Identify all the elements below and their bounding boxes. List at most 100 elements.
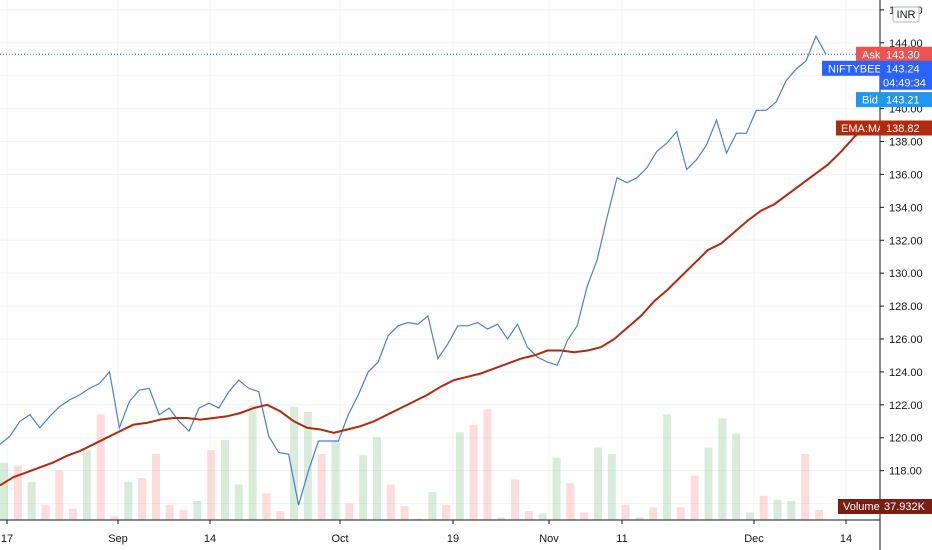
price-axis[interactable]: 116.00118.00120.00122.00124.00126.00128.… bbox=[880, 5, 923, 511]
y-tick-label: 122.00 bbox=[889, 400, 923, 412]
volume-bar bbox=[41, 504, 50, 520]
volume-bar bbox=[317, 453, 326, 520]
x-tick-label: Oct bbox=[331, 533, 348, 545]
volume-bar bbox=[607, 453, 616, 520]
y-tick-label: 130.00 bbox=[889, 268, 923, 280]
volume-bar bbox=[815, 509, 823, 520]
volume-bar bbox=[290, 406, 299, 520]
x-tick-label: 11 bbox=[616, 533, 627, 545]
countdown-tag: 04:49:34 bbox=[880, 74, 932, 90]
volume-bar bbox=[0, 462, 8, 520]
volume-bar bbox=[55, 470, 64, 520]
volume-bar bbox=[124, 481, 133, 520]
volume-bar bbox=[580, 512, 589, 520]
x-tick-label: Nov bbox=[539, 533, 559, 545]
x-tick-label: 19 bbox=[447, 533, 459, 545]
volume-bar bbox=[524, 511, 533, 520]
ask-tag-value: 143.30 bbox=[886, 49, 920, 61]
ema-tag-label: EMA:MA bbox=[841, 123, 885, 135]
volume-bar bbox=[428, 492, 437, 520]
volume-bar bbox=[372, 437, 381, 520]
volume-bar bbox=[303, 412, 312, 520]
volume-bar bbox=[13, 465, 22, 520]
volume-bar bbox=[221, 439, 230, 520]
ema-tag: EMA:MA 138.82 bbox=[836, 120, 932, 136]
volume-bar bbox=[386, 484, 395, 520]
volume-bar bbox=[649, 507, 658, 520]
volume-bar bbox=[69, 508, 78, 520]
volume-bar bbox=[262, 493, 271, 520]
volume-bar bbox=[718, 418, 727, 520]
y-tick-label: 138.00 bbox=[889, 137, 923, 149]
volume-bar bbox=[801, 453, 810, 520]
volume-bar bbox=[773, 499, 782, 520]
volume-bar bbox=[732, 433, 741, 520]
y-tick-label: 134.00 bbox=[889, 202, 923, 214]
volume-bar bbox=[469, 424, 478, 520]
x-tick-label: 17 bbox=[1, 533, 13, 545]
y-tick-label: 124.00 bbox=[889, 367, 923, 379]
volume-bar bbox=[110, 516, 119, 520]
x-tick-label: 14 bbox=[204, 533, 216, 545]
volume-bar bbox=[621, 504, 630, 520]
volume-bar bbox=[566, 483, 575, 520]
last-tag-value: 143.24 bbox=[886, 63, 920, 75]
volume-bar bbox=[359, 455, 368, 520]
time-axis[interactable]: 17 Sep 14 Oct 19 Nov 11 Dec 14 bbox=[1, 520, 852, 545]
volume-bar bbox=[96, 414, 105, 520]
volume-bar bbox=[151, 453, 160, 520]
volume-bar bbox=[483, 409, 492, 520]
currency-label: INR bbox=[897, 9, 916, 21]
volume-bar bbox=[442, 504, 451, 520]
currency-badge[interactable]: INR bbox=[892, 6, 920, 23]
volume-bar bbox=[663, 414, 672, 520]
y-tick-label: 128.00 bbox=[889, 301, 923, 313]
volume-tag: Volume 37.932K bbox=[838, 499, 932, 514]
niftybees-price-line bbox=[0, 34, 827, 506]
volume-bar bbox=[787, 500, 796, 520]
volume-bar bbox=[690, 475, 699, 520]
volume-bar bbox=[552, 457, 561, 520]
volume-tag-value: 37.932K bbox=[884, 501, 926, 513]
x-tick-label: Sep bbox=[108, 533, 128, 545]
ema-line bbox=[0, 125, 869, 487]
volume-bar bbox=[234, 484, 243, 520]
ema-tag-value: 138.82 bbox=[886, 123, 920, 135]
ask-tag-label: Ask bbox=[862, 49, 881, 61]
x-tick-label: Dec bbox=[744, 533, 764, 545]
ask-tag: Ask 143.30 bbox=[856, 46, 932, 62]
volume-bar bbox=[345, 503, 354, 520]
y-tick-label: 118.00 bbox=[889, 466, 922, 478]
volume-bar bbox=[207, 450, 216, 520]
volume-bar bbox=[179, 509, 188, 520]
volume-bar bbox=[511, 479, 520, 520]
volume-bar bbox=[538, 513, 547, 520]
last-tag-label: NIFTYBEES bbox=[828, 63, 889, 75]
volume-bar bbox=[676, 507, 685, 520]
volume-bar bbox=[138, 478, 147, 520]
volume-bar bbox=[759, 495, 768, 520]
volume-bar bbox=[400, 506, 409, 520]
volume-bars bbox=[0, 405, 823, 520]
volume-bar bbox=[497, 517, 506, 520]
y-tick-label: 136.00 bbox=[889, 169, 923, 181]
volume-bar bbox=[635, 517, 644, 520]
y-tick-label: 144.00 bbox=[889, 38, 923, 50]
last-price-tag: NIFTYBEES 143.24 bbox=[822, 60, 932, 76]
volume-bar bbox=[414, 518, 423, 520]
volume-bar bbox=[27, 481, 36, 520]
volume-bar bbox=[455, 432, 464, 520]
volume-bar bbox=[193, 500, 202, 520]
volume-tag-label: Volume bbox=[843, 501, 880, 513]
countdown-value: 04:49:34 bbox=[883, 77, 926, 89]
grid-lines bbox=[0, 0, 880, 520]
y-tick-label: 120.00 bbox=[889, 433, 923, 445]
bid-tag-label: Bid bbox=[862, 95, 878, 107]
volume-bar bbox=[276, 511, 285, 520]
volume-bar bbox=[704, 447, 713, 520]
bid-tag-value: 143.21 bbox=[886, 95, 920, 107]
volume-bar bbox=[248, 405, 257, 520]
volume-bar bbox=[745, 512, 754, 520]
y-tick-label: 132.00 bbox=[889, 235, 923, 247]
